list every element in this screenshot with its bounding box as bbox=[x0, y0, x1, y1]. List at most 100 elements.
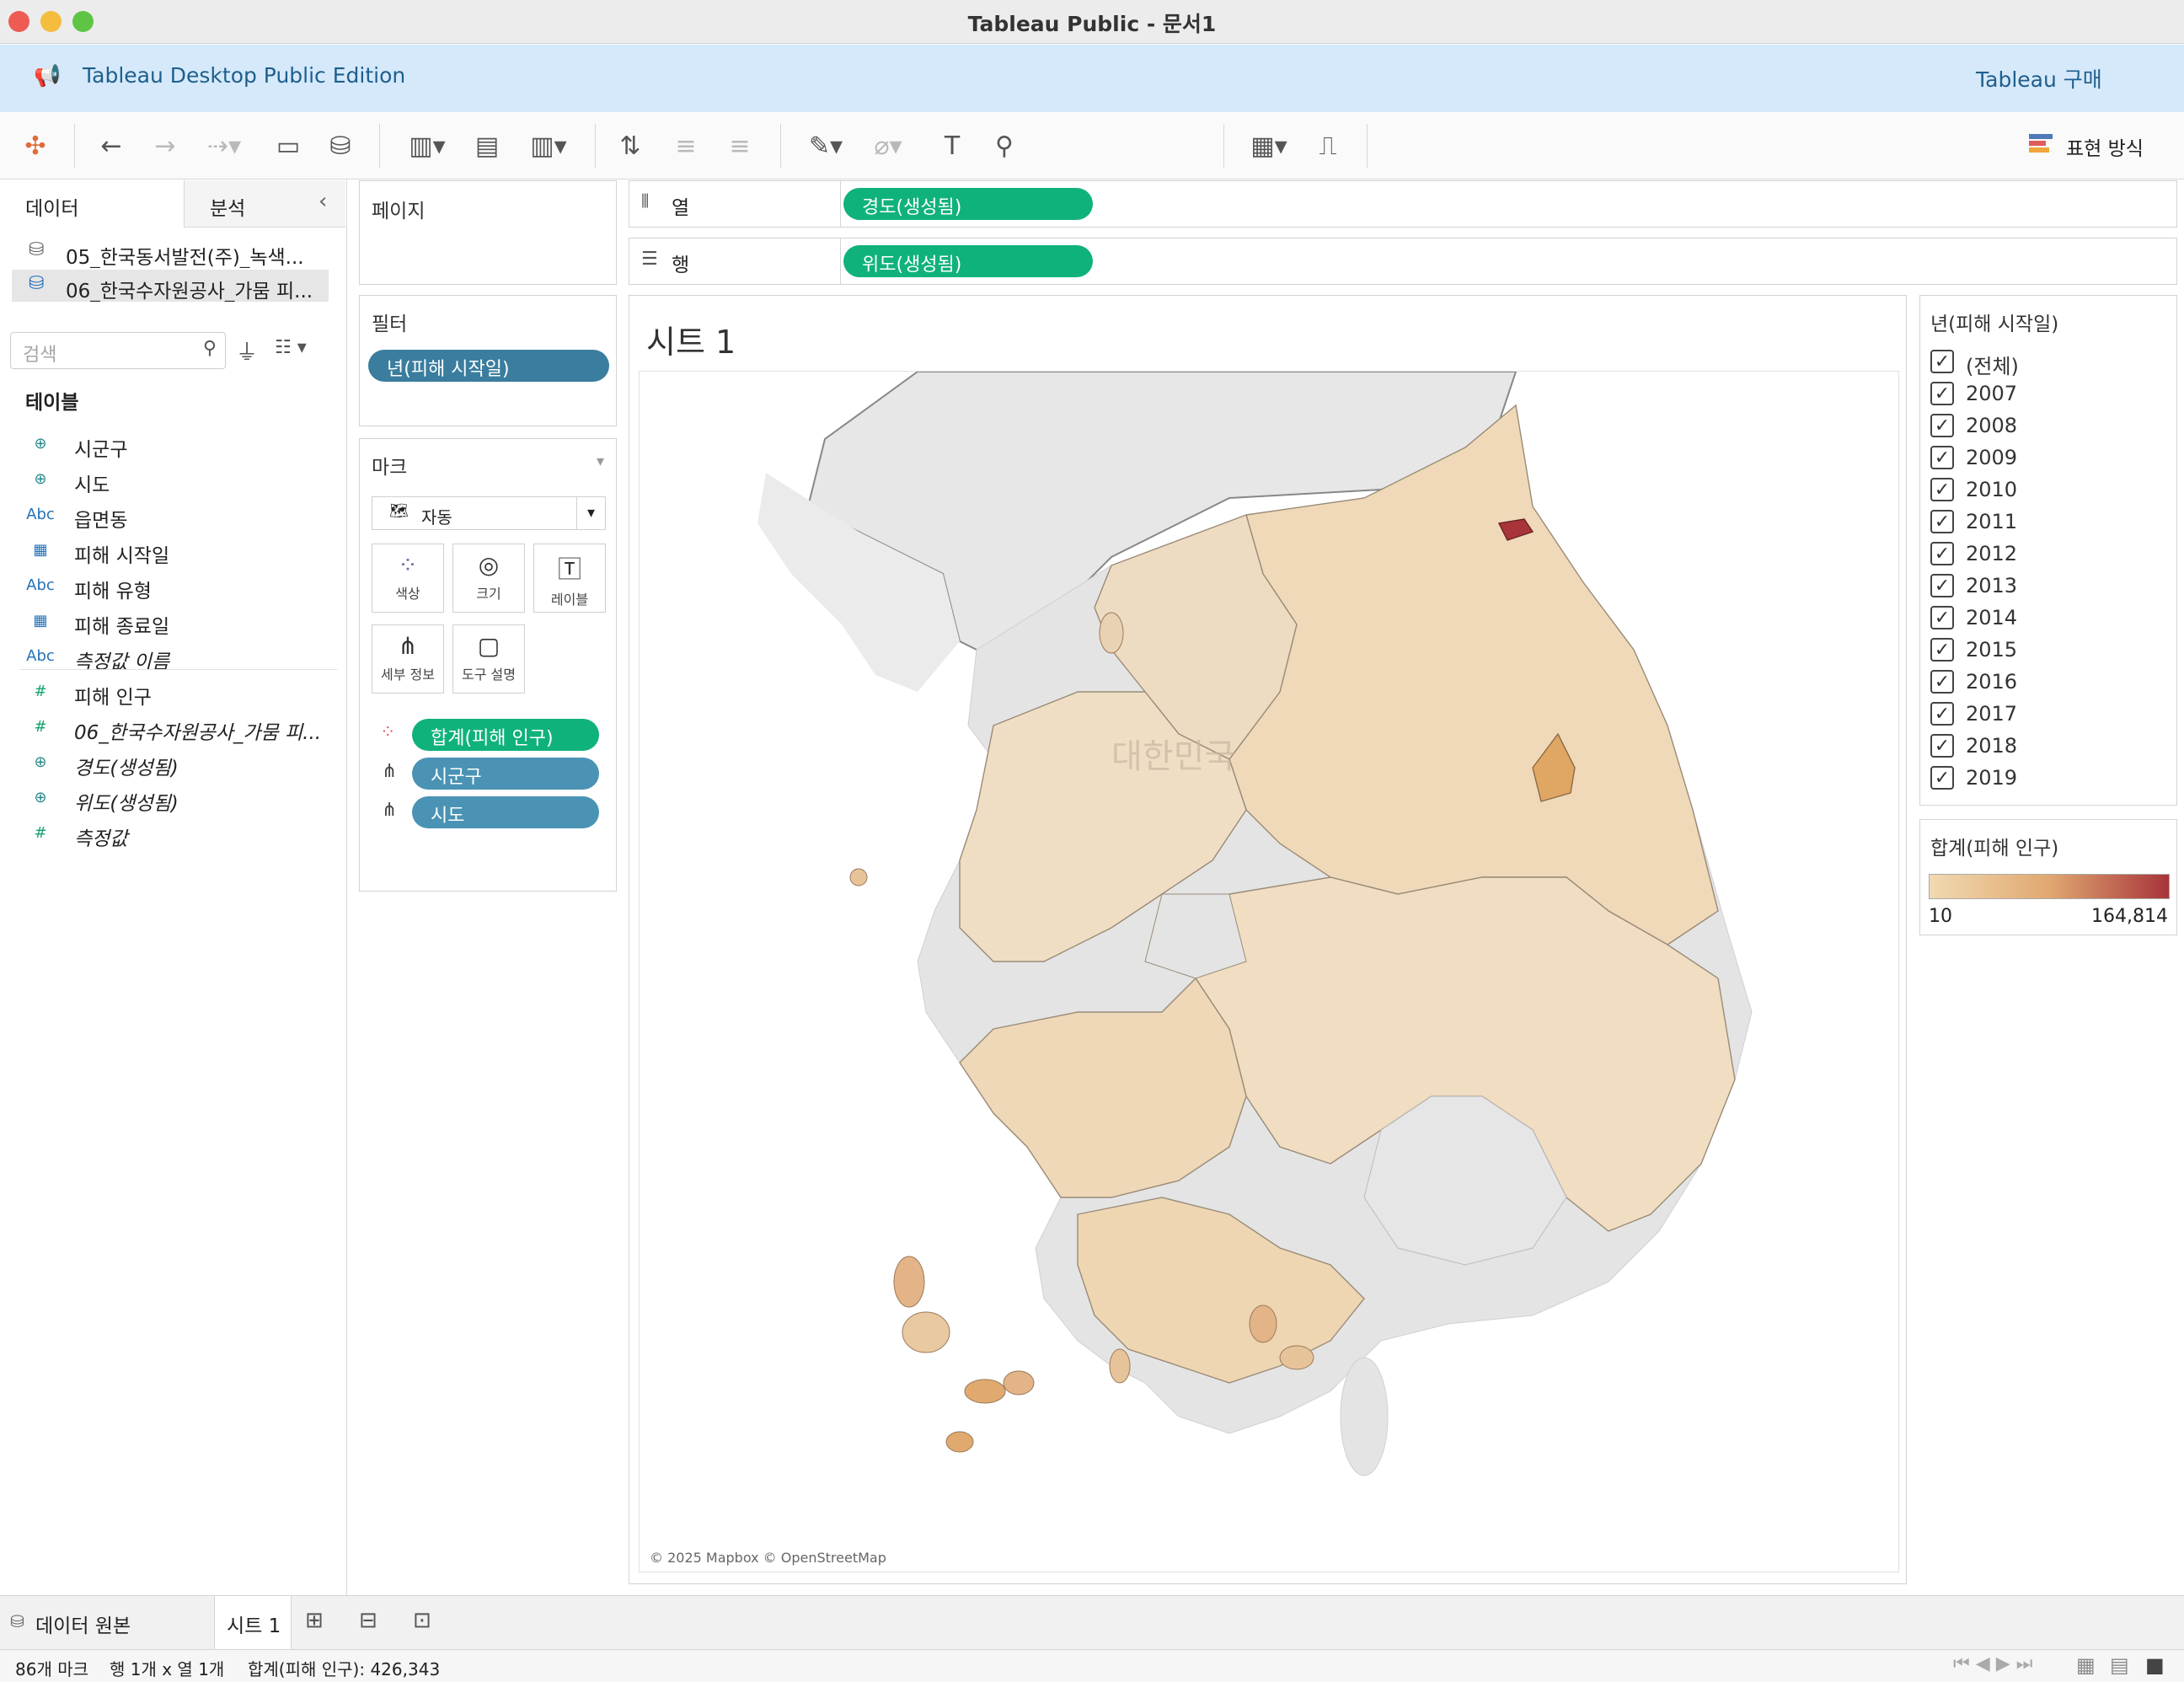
save-icon[interactable]: ▭ bbox=[276, 131, 301, 161]
checkbox-checked-icon[interactable]: ✓ bbox=[1930, 734, 1954, 758]
field-item[interactable]: ⊕ 경도(생성됨) bbox=[25, 750, 342, 784]
field-item[interactable]: #06_한국수자원공사_가뭄 피... bbox=[25, 715, 342, 748]
sort-ascending-icon[interactable]: ≡ bbox=[675, 131, 697, 161]
new-worksheet-tab-icon[interactable]: ⊞ bbox=[305, 1608, 324, 1633]
presentation-mode-icon[interactable]: ⎍ bbox=[1319, 131, 1337, 161]
year-filter-item[interactable]: ✓ 2015 bbox=[1930, 636, 2166, 665]
marks-pill-sido[interactable]: 시도 bbox=[412, 796, 599, 828]
field-item[interactable]: ▦ 피해 시작일 bbox=[25, 538, 342, 571]
tooltip-button[interactable]: ▢ 도구 설명 bbox=[452, 624, 525, 694]
rows-shelf[interactable]: ☰ 행 위도(생성됨) bbox=[629, 238, 2177, 285]
undo-icon[interactable]: ← bbox=[100, 131, 122, 161]
view-options-icon[interactable]: ☷ ▾ bbox=[275, 337, 307, 358]
show-me-button[interactable]: 표현 방식 bbox=[2066, 138, 2144, 160]
field-item[interactable]: ⊕ 위도(생성됨) bbox=[25, 785, 342, 819]
tableau-logo-icon[interactable]: ✣ bbox=[24, 131, 46, 161]
new-story-tab-icon[interactable]: ⊡ bbox=[413, 1608, 431, 1633]
field-item[interactable]: ⊕ 시도 bbox=[25, 467, 342, 501]
year-filter-item[interactable]: ✓ 2007 bbox=[1930, 380, 2166, 409]
year-filter-item[interactable]: ✓ 2009 bbox=[1930, 444, 2166, 473]
filmstrip-icon[interactable]: ▤ bbox=[2110, 1653, 2129, 1677]
sheet-tab-active[interactable]: 시트 1 bbox=[214, 1596, 292, 1650]
close-window-button[interactable] bbox=[8, 11, 29, 32]
swap-rows-columns-icon[interactable]: ⇅ bbox=[619, 131, 641, 161]
sheet-sorter-icon[interactable]: ▦ bbox=[2076, 1653, 2096, 1677]
year-filter-item[interactable]: ✓ (전체) bbox=[1930, 348, 2166, 378]
marks-menu-icon[interactable]: ▾ bbox=[596, 453, 604, 470]
datasource-icon: ⛁ bbox=[29, 273, 45, 294]
rows-pill-latitude[interactable]: 위도(생성됨) bbox=[843, 245, 1093, 277]
year-filter-item[interactable]: ✓ 2019 bbox=[1930, 764, 2166, 793]
redo-icon[interactable]: → bbox=[154, 131, 176, 161]
field-item[interactable]: ⊕ 시군구 bbox=[25, 431, 342, 465]
year-filter-item[interactable]: ✓ 2013 bbox=[1930, 572, 2166, 601]
checkbox-checked-icon[interactable]: ✓ bbox=[1930, 574, 1954, 597]
buy-tableau-link[interactable]: Tableau 구매 bbox=[1976, 67, 2102, 92]
year-filter-item[interactable]: ✓ 2010 bbox=[1930, 476, 2166, 505]
year-filter-item[interactable]: ✓ 2018 bbox=[1930, 732, 2166, 761]
tab-data[interactable]: 데이터 bbox=[0, 180, 184, 228]
map-area[interactable]: 대한민국 © 2025 Mapbox © OpenStreetMap bbox=[639, 371, 1899, 1572]
search-icon: ⚲ bbox=[202, 338, 217, 359]
field-item[interactable]: Abc 측정값 이름 bbox=[25, 644, 342, 678]
field-item[interactable]: Abc 읍면동 bbox=[25, 502, 342, 536]
checkbox-checked-icon[interactable]: ✓ bbox=[1930, 510, 1954, 533]
marks-pill-sum-population[interactable]: 합계(피해 인구) bbox=[412, 719, 599, 751]
datasource-item[interactable]: ⛁ 05_한국동서발전(주)_녹색... bbox=[29, 239, 304, 268]
checkbox-checked-icon[interactable]: ✓ bbox=[1930, 414, 1954, 437]
field-item[interactable]: # 측정값 bbox=[25, 821, 342, 854]
field-item[interactable]: ▦ 피해 종료일 bbox=[25, 608, 342, 642]
zoom-window-button[interactable] bbox=[72, 11, 94, 32]
color-button[interactable]: ⁘ 색상 bbox=[372, 544, 444, 613]
checkbox-checked-icon[interactable]: ✓ bbox=[1930, 670, 1954, 694]
columns-pill-longitude[interactable]: 경도(생성됨) bbox=[843, 188, 1093, 220]
duplicate-sheet-icon[interactable]: ▤ bbox=[474, 131, 500, 161]
checkbox-checked-icon[interactable]: ✓ bbox=[1930, 606, 1954, 629]
field-item[interactable]: # 피해 인구 bbox=[25, 679, 342, 713]
search-input[interactable]: 검색 ⚲ bbox=[10, 332, 226, 369]
tab-analytics[interactable]: 분석 bbox=[184, 180, 345, 228]
year-filter-item[interactable]: ✓ 2014 bbox=[1930, 604, 2166, 633]
checkbox-checked-icon[interactable]: ✓ bbox=[1930, 766, 1954, 790]
filter-icon[interactable]: ⏚ bbox=[236, 340, 259, 366]
checkbox-checked-icon[interactable]: ✓ bbox=[1930, 542, 1954, 565]
year-filter-item[interactable]: ✓ 2017 bbox=[1930, 700, 2166, 729]
group-members-icon[interactable]: ⌀▾ bbox=[874, 131, 902, 161]
marks-pill-sigungu[interactable]: 시군구 bbox=[412, 758, 599, 790]
new-worksheet-icon[interactable]: ▥▾ bbox=[409, 131, 446, 161]
checkbox-checked-icon[interactable]: ✓ bbox=[1930, 382, 1954, 405]
highlight-icon[interactable]: ✎▾ bbox=[808, 131, 843, 161]
replay-icon[interactable]: ⇢▾ bbox=[206, 131, 242, 161]
show-mark-labels-icon[interactable]: T bbox=[944, 131, 961, 161]
year-filter-item[interactable]: ✓ 2008 bbox=[1930, 412, 2166, 441]
minimize-window-button[interactable] bbox=[40, 11, 62, 32]
checkbox-checked-icon[interactable]: ✓ bbox=[1930, 350, 1954, 373]
checkbox-checked-icon[interactable]: ✓ bbox=[1930, 478, 1954, 501]
tabs-view-icon[interactable]: ■ bbox=[2145, 1653, 2165, 1677]
checkbox-checked-icon[interactable]: ✓ bbox=[1930, 638, 1954, 662]
fix-axes-icon[interactable]: ⚲ bbox=[995, 131, 1014, 161]
sheet-nav-icons[interactable]: ⏮ ◀ ▶ ⏭ bbox=[1953, 1653, 2033, 1674]
detail-button[interactable]: ⋔ 세부 정보 bbox=[372, 624, 444, 694]
new-datasource-icon[interactable]: ⛁ bbox=[329, 131, 351, 161]
columns-shelf[interactable]: ⫴ 열 경도(생성됨) bbox=[629, 180, 2177, 228]
pages-card[interactable]: 페이지 bbox=[359, 180, 617, 285]
filters-card[interactable]: 필터 년(피해 시작일) bbox=[359, 295, 617, 426]
datasource-item-selected[interactable]: ⛁ 06_한국수자원공사_가뭄 피... bbox=[12, 270, 329, 302]
label-button[interactable]: 🅃 레이블 bbox=[533, 544, 606, 613]
datasource-tab[interactable]: 데이터 원본 bbox=[35, 1615, 131, 1637]
checkbox-checked-icon[interactable]: ✓ bbox=[1930, 702, 1954, 726]
sort-descending-icon[interactable]: ≡ bbox=[729, 131, 751, 161]
show-cards-icon[interactable]: ▦▾ bbox=[1250, 131, 1287, 161]
year-filter-item[interactable]: ✓ 2016 bbox=[1930, 668, 2166, 697]
filter-pill-year[interactable]: 년(피해 시작일) bbox=[368, 350, 609, 382]
new-dashboard-tab-icon[interactable]: ⊟ bbox=[359, 1608, 377, 1633]
field-item[interactable]: Abc 피해 유형 bbox=[25, 573, 342, 607]
year-filter-item[interactable]: ✓ 2012 bbox=[1930, 540, 2166, 569]
year-filter-item[interactable]: ✓ 2011 bbox=[1930, 508, 2166, 537]
size-button[interactable]: ◎ 크기 bbox=[452, 544, 525, 613]
clear-sheet-icon[interactable]: ▥▾ bbox=[530, 131, 567, 161]
collapse-pane-icon[interactable]: ‹ bbox=[318, 189, 328, 214]
checkbox-checked-icon[interactable]: ✓ bbox=[1930, 446, 1954, 469]
mark-type-dropdown[interactable]: 🗺 자동 ▾ bbox=[372, 496, 606, 530]
